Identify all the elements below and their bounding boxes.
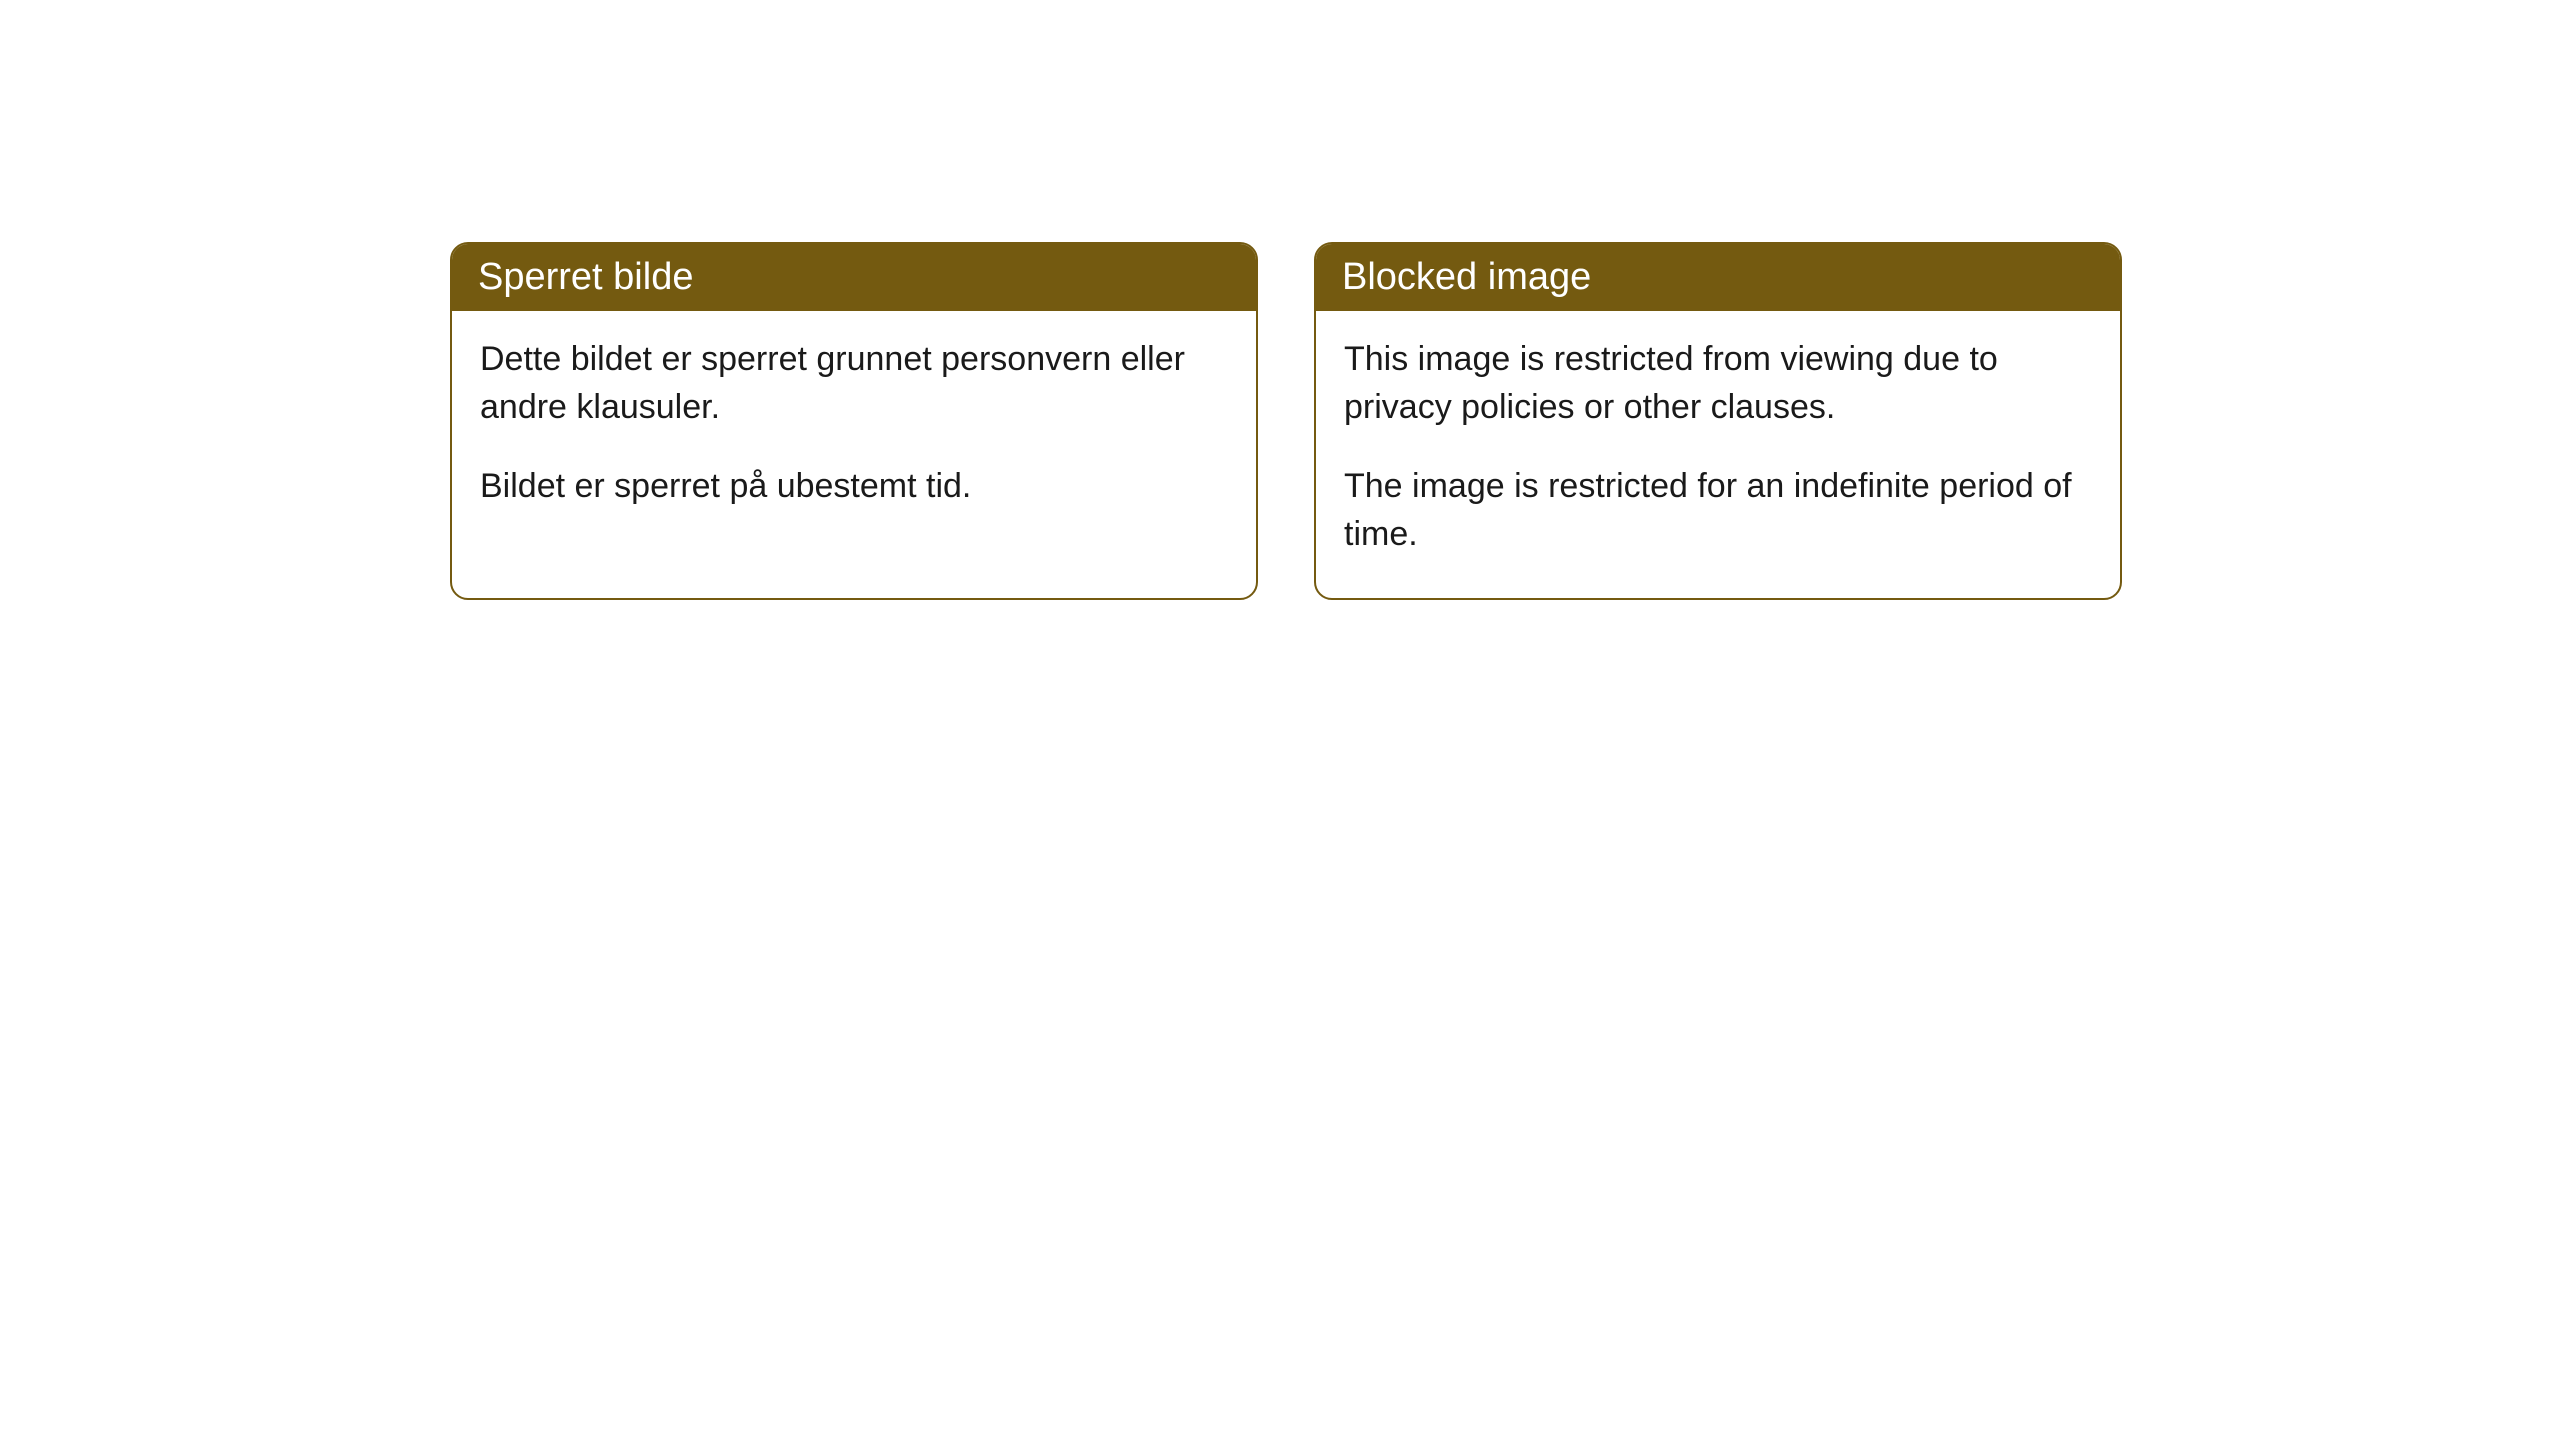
blocked-image-card-en: Blocked image This image is restricted f…	[1314, 242, 2122, 600]
card-title: Blocked image	[1316, 244, 2120, 311]
card-body: This image is restricted from viewing du…	[1316, 311, 2120, 598]
card-paragraph: The image is restricted for an indefinit…	[1344, 462, 2092, 559]
card-title: Sperret bilde	[452, 244, 1256, 311]
card-body: Dette bildet er sperret grunnet personve…	[452, 311, 1256, 550]
blocked-image-card-no: Sperret bilde Dette bildet er sperret gr…	[450, 242, 1258, 600]
notice-cards-container: Sperret bilde Dette bildet er sperret gr…	[450, 242, 2560, 600]
card-paragraph: This image is restricted from viewing du…	[1344, 335, 2092, 432]
card-paragraph: Dette bildet er sperret grunnet personve…	[480, 335, 1228, 432]
card-paragraph: Bildet er sperret på ubestemt tid.	[480, 462, 1228, 510]
